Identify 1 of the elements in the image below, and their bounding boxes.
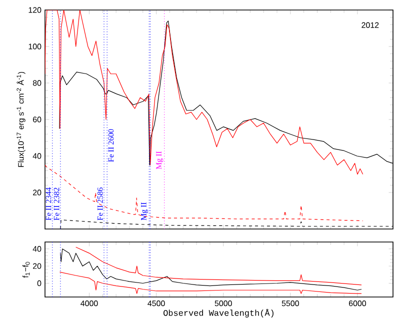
x-axis-title: Observed Wavelength(Å)	[164, 309, 274, 318]
